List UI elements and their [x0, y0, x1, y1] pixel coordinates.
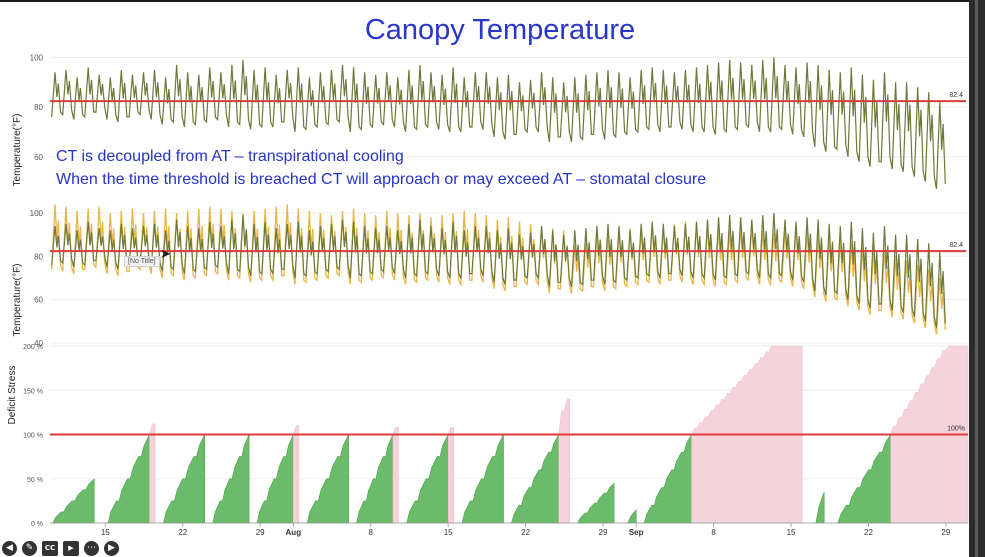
stress-area [625, 508, 637, 524]
y-axis-label: Temperature(°F) [12, 264, 23, 337]
over-stress-area [392, 427, 399, 524]
stress-area [813, 491, 825, 524]
x-tick-label: 22 [864, 528, 873, 537]
y-tick-label: 100 [30, 53, 44, 62]
over-stress-area [447, 427, 454, 524]
over-stress-area [293, 425, 300, 524]
x-tick-label: Aug [286, 528, 302, 537]
more-icon[interactable]: ⋯ [84, 541, 99, 556]
stress-area [509, 433, 560, 524]
y-tick-label: 60 [34, 153, 43, 162]
x-tick-label: 15 [444, 528, 453, 537]
note-decoupled: CT is decoupled from AT – transpirationa… [56, 148, 404, 165]
window-edge [969, 0, 985, 557]
x-tick-label: Sep [629, 528, 644, 537]
stress-area [105, 434, 150, 524]
pen-icon[interactable]: ✎ [22, 541, 37, 556]
note-threshold: When the time threshold is breached CT w… [56, 171, 707, 188]
threshold-label: 82.4 [949, 92, 963, 99]
deficit-stress-panel: 0 % 50 % 100 % 150 % 200 % Deficit Stress 100%… [7, 344, 969, 537]
presentation-toolbar: ◀ ✎ CC ▶ ⋯ ▶ [2, 540, 119, 557]
temperature-panel-1: 60 80 100 Temperature(°F) 82.4 [12, 53, 968, 190]
canopy-temperature-line [51, 57, 946, 190]
over-stress-area [149, 423, 156, 524]
y-tick-label: 40 [34, 339, 43, 348]
mouse-cursor-icon: ➤ [160, 246, 171, 261]
stress-area [459, 434, 504, 524]
y-tick-label: 200 % [23, 344, 43, 351]
threshold-label: 100% [947, 426, 965, 433]
x-tick-label: 8 [711, 528, 716, 537]
y-tick-label: 100 [30, 209, 44, 218]
y-tick-label: 0 % [31, 521, 43, 528]
temperature-panel-2: 40 60 80 100 Temperature(°F) 82.4 [12, 204, 968, 348]
y-tick-label: 50 % [27, 477, 43, 484]
x-tick-label: 29 [256, 528, 265, 537]
slide-title: Canopy Temperature [364, 14, 636, 46]
tooltip: [No Title] [124, 256, 160, 267]
stress-area [575, 482, 615, 524]
x-tick-label: 15 [787, 528, 796, 537]
x-tick-label: 29 [599, 528, 608, 537]
stress-area [210, 434, 250, 524]
air-temperature-line [51, 204, 946, 335]
x-tick-label: 8 [369, 528, 374, 537]
closed-captions-icon[interactable]: CC [42, 541, 58, 556]
threshold-label: 82.4 [949, 242, 963, 249]
top-border [0, 0, 985, 2]
stress-area [50, 478, 95, 524]
stress-area [835, 433, 891, 524]
y-tick-label: 80 [34, 103, 43, 112]
stress-area [304, 434, 349, 524]
over-stress-area [558, 398, 571, 524]
forward-icon[interactable]: ▶ [104, 541, 119, 556]
stress-area [403, 434, 449, 524]
y-tick-label: 80 [34, 252, 43, 261]
x-tick-label: 22 [521, 528, 530, 537]
y-axis-label: Temperature(°F) [12, 114, 23, 187]
y-axis-label: Deficit Stress [7, 366, 18, 425]
camera-off-icon[interactable]: ▶ [63, 541, 79, 556]
x-tick-label: 22 [178, 528, 187, 537]
y-tick-label: 150 % [23, 388, 43, 395]
stress-area [254, 434, 294, 524]
stress-area [641, 433, 692, 524]
y-tick-label: 60 [34, 296, 43, 305]
stress-area [354, 434, 394, 524]
x-tick-label: 29 [941, 528, 950, 537]
x-tick-label: 15 [101, 528, 110, 537]
canopy-temperature-line [51, 212, 946, 328]
y-tick-label: 100 % [23, 433, 43, 440]
stress-area [160, 434, 206, 524]
back-icon[interactable]: ◀ [2, 541, 17, 556]
